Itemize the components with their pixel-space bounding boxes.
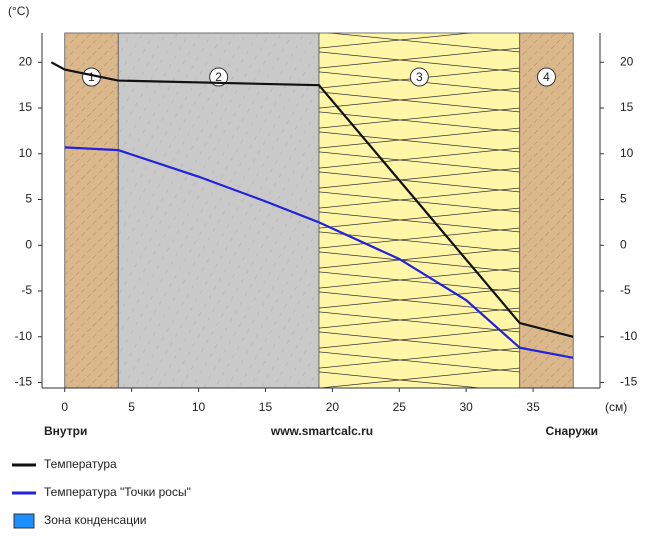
y2-tick-label: 10 (620, 146, 634, 160)
y2-tick-label: -5 (620, 283, 631, 297)
legend-label: Зона конденсации (44, 513, 147, 527)
y-axis-label: (°C) (8, 4, 29, 18)
layer-texture (64, 33, 119, 388)
legend-swatch (13, 513, 35, 529)
source-label: www.smartcalc.ru (270, 424, 373, 438)
layer-label: 1 (88, 70, 95, 84)
layer-label: 3 (416, 70, 423, 84)
x-tick-label: 20 (326, 400, 340, 414)
layer-badge (409, 67, 429, 87)
y-tick-label: 10 (19, 146, 33, 160)
y2-tick-label: 5 (620, 192, 627, 206)
layer-texture (318, 33, 520, 388)
y2-tick-label: -15 (620, 375, 638, 389)
y-tick-label: 0 (25, 237, 32, 251)
y-tick-label: -15 (15, 375, 33, 389)
x-tick-label: 10 (192, 400, 206, 414)
y2-tick-label: 20 (620, 54, 634, 68)
legend-label: Температура (44, 457, 117, 471)
series-line (64, 146, 574, 359)
y-tick-label: -5 (21, 283, 32, 297)
layer-badge (209, 67, 229, 87)
layer-texture (118, 33, 319, 388)
x-tick-label: 5 (128, 400, 135, 414)
layer-label: 4 (543, 70, 550, 84)
y2-tick-label: 0 (620, 237, 627, 251)
y2-tick-label: 15 (620, 100, 634, 114)
legend-label: Температура "Точки росы" (44, 485, 191, 499)
x-tick-label: 25 (393, 400, 407, 414)
layer-label: 2 (215, 70, 222, 84)
y-tick-label: 15 (19, 100, 33, 114)
y2-tick-label: -10 (620, 329, 638, 343)
y-tick-label: 20 (19, 54, 33, 68)
series-line (50, 61, 574, 338)
x-axis-label: (см) (605, 400, 627, 414)
x-tick-label: 0 (61, 400, 68, 414)
y-tick-label: 5 (25, 192, 32, 206)
y-tick-label: -10 (15, 329, 33, 343)
x-tick-label: 30 (460, 400, 474, 414)
x-tick-label: 35 (526, 400, 540, 414)
x-tick-label: 15 (259, 400, 273, 414)
outside-label: Снаружи (546, 424, 598, 438)
layer-badge (536, 67, 556, 87)
inside-label: Внутри (44, 424, 87, 438)
